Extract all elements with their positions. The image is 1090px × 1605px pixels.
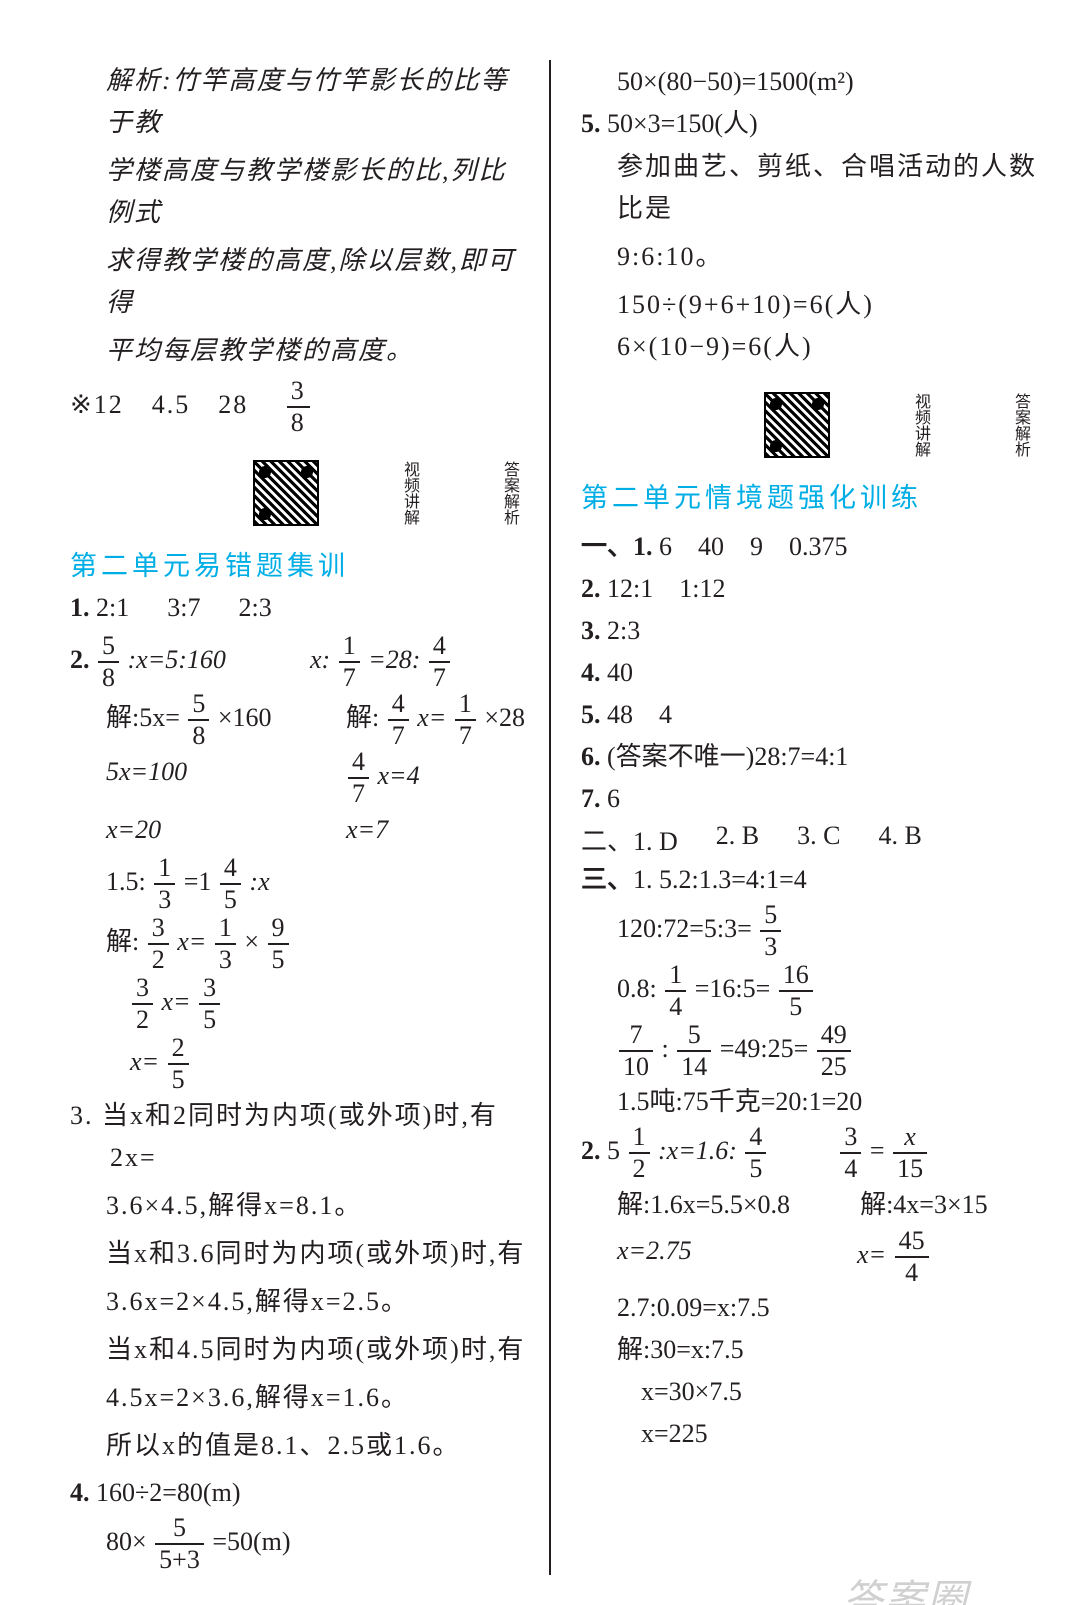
q5-line: 9:6:10。 [581, 236, 1040, 278]
fraction: 3 8 [287, 378, 310, 436]
eq-line: 32 x= 35 [70, 975, 529, 1033]
qr-label: 视频讲解 [836, 393, 932, 457]
part3-2-row: 解:1.6x=5.5×0.8 解:4x=3×15 [581, 1182, 1040, 1228]
section-header-row: 视频讲解 答案解析 第二单元情境题强化训练 [581, 374, 1040, 525]
q2-row: 5x=100 47 x=4 [70, 749, 529, 807]
eq-text: 解:5x= [106, 703, 180, 732]
qr-label-group: 视频讲解 答案解析 [325, 461, 521, 525]
part3-2b-line: x=30×7.5 [581, 1372, 1040, 1412]
part1-line: 3. 2:3 [581, 611, 1040, 651]
explain-line: 求得教学楼的高度,除以层数,即可得 [70, 240, 529, 324]
qr-block: 视频讲解 答案解析 [764, 392, 1032, 458]
part3-line: 三、1. 5.2:1.3=4:1=4 [581, 860, 1040, 900]
q3-line: 3.6×4.5,解得x=8.1。 [70, 1185, 529, 1227]
part3-line: 120:72=5:3= 53 [581, 902, 1040, 960]
eq-text: x= [417, 703, 446, 732]
explain-line: 平均每层教学楼的高度。 [70, 330, 529, 372]
answer-item: 2:3 [238, 593, 271, 623]
section-header-row: 视频讲解 答案解析 第二单元易错题集训 [70, 442, 529, 593]
qr-label: 答案解析 [936, 393, 1032, 457]
q-label: 2. [581, 1136, 601, 1165]
star-answer-line: ※12 4.5 28 3 8 [70, 378, 529, 436]
page: 解析:竹竿高度与竹竿影长的比等于教 学楼高度与教学楼影长的比,列比例式 求得教学… [0, 0, 1090, 1605]
eq-text: 解: [346, 703, 379, 732]
answer-item: 3:7 [167, 593, 200, 623]
part3-2-row: x=2.75 x= 454 [581, 1228, 1040, 1286]
qr-label: 答案解析 [425, 461, 521, 525]
q1: 1. 2:1 3:7 2:3 [70, 593, 529, 623]
q-label: 2. [70, 645, 90, 674]
qr-code-icon [764, 392, 830, 458]
part3-2-row: 2. 5 12 :x=1.6: 45 34 = x15 [581, 1124, 1040, 1182]
part3-line: 1.5吨:75千克=20:1=20 [581, 1082, 1040, 1122]
section-title: 第二单元情境题强化训练 [581, 476, 922, 515]
q4-line: 80× 55+3 =50(m) [70, 1515, 529, 1573]
q3-line: 当x和4.5同时为内项(或外项)时,有 [70, 1329, 529, 1371]
q2-row: x=20 x=7 [70, 807, 529, 853]
part3-line: 710 : 514 =49:25= 4925 [581, 1022, 1040, 1080]
part-label: 一、 [581, 532, 633, 561]
left-column: 解析:竹竿高度与竹竿影长的比等于教 学楼高度与教学楼影长的比,列比例式 求得教学… [70, 60, 551, 1575]
qr-label-group: 视频讲解 答案解析 [836, 393, 1032, 457]
eq-text: =28: [368, 645, 420, 674]
q3-line: 当x和3.6同时为内项(或外项)时,有 [70, 1233, 529, 1275]
qr-block: 视频讲解 答案解析 [253, 460, 521, 526]
explain-line: 学楼高度与教学楼影长的比,列比例式 [70, 150, 529, 234]
two-column-layout: 解析:竹竿高度与竹竿影长的比等于教 学楼高度与教学楼影长的比,列比例式 求得教学… [70, 60, 1040, 1575]
part1-line: 7. 6 [581, 779, 1040, 819]
eq-text: ×160 [218, 703, 272, 732]
explain-line: 解析:竹竿高度与竹竿影长的比等于教 [70, 60, 529, 144]
qr-code-icon [253, 460, 319, 526]
section-title: 第二单元易错题集训 [70, 544, 349, 583]
eq-text: x: [310, 645, 330, 674]
q5-line: 参加曲艺、剪纸、合唱活动的人数比是 [581, 146, 1040, 230]
part-label: 三、 [581, 865, 633, 894]
part1-line: 6. (答案不唯一)28:7=4:1 [581, 737, 1040, 777]
q3-line: 4.5x=2×3.6,解得x=1.6。 [70, 1377, 529, 1419]
answer-item: 2:1 [96, 593, 129, 622]
part1-line: 一、1. 6 40 9 0.375 [581, 527, 1040, 567]
q2-row: 解:5x= 58 ×160 解: 47 x= 17 ×28 [70, 691, 529, 749]
q3-line: 3.6x=2×4.5,解得x=2.5。 [70, 1281, 529, 1323]
q4-line: 4. 160÷2=80(m) [70, 1473, 529, 1513]
q3-line: 所以x的值是8.1、2.5或1.6。 [70, 1425, 529, 1467]
eq-text: ×28 [484, 703, 525, 732]
q3-line: 3. 当x和2同时为内项(或外项)时,有2x= [70, 1095, 529, 1179]
qr-label: 视频讲解 [325, 461, 421, 525]
eq-text: :x=5:160 [128, 645, 226, 674]
part1-line: 5. 48 4 [581, 695, 1040, 735]
eq-line: 解: 32 x= 13 × 95 [70, 915, 529, 973]
q2-row: 2. 58 :x=5:160 x: 17 =28: 47 [70, 633, 529, 691]
part1-line: 2. 12:1 1:12 [581, 569, 1040, 609]
q5-line: 150÷(9+6+10)=6(人) 6×(10−9)=6(人) [581, 284, 1040, 368]
part3-2b-line: x=225 [581, 1414, 1040, 1454]
part3-line: 0.8: 14 =16:5= 165 [581, 962, 1040, 1020]
q-label: 5. [581, 109, 601, 138]
part1-line: 4. 40 [581, 653, 1040, 693]
part-label: 二、 [581, 827, 633, 856]
eq-line: 1.5: 13 =1 45 :x [70, 855, 529, 913]
right-column: 50×(80−50)=1500(m²) 5. 50×3=150(人) 参加曲艺、… [551, 60, 1040, 1575]
q-label: 4. [70, 1478, 90, 1507]
part3-2b-line: 2.7:0.09=x:7.5 [581, 1288, 1040, 1328]
star-prefix: ※12 4.5 28 [70, 390, 276, 419]
part2-row: 二、1. D 2. B 3. C 4. B [581, 821, 1040, 858]
top-line: 50×(80−50)=1500(m²) [581, 62, 1040, 102]
q5-line: 5. 50×3=150(人) [581, 104, 1040, 144]
eq-line: x= 25 [70, 1035, 529, 1093]
part3-2b-line: 解:30=x:7.5 [581, 1330, 1040, 1370]
q-label: 1. [70, 593, 90, 622]
